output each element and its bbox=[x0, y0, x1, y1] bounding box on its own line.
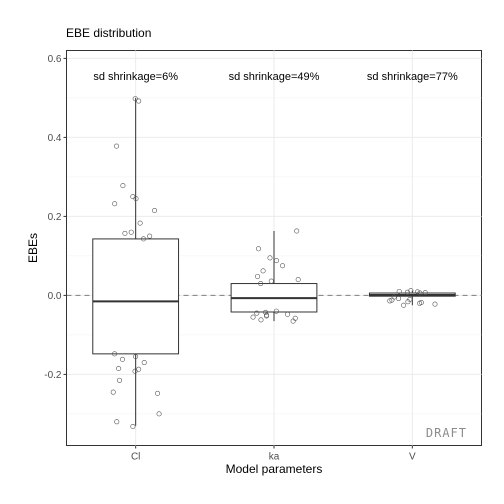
data-point bbox=[273, 308, 279, 314]
data-point bbox=[264, 313, 270, 319]
data-point bbox=[295, 277, 301, 283]
data-point bbox=[260, 268, 266, 274]
data-point bbox=[294, 228, 300, 234]
x-tick-label: Cl bbox=[131, 452, 140, 463]
draft-watermark: DRAFT bbox=[426, 426, 467, 440]
data-point bbox=[132, 368, 138, 374]
shrinkage-label: sd shrinkage=77% bbox=[367, 71, 458, 83]
data-point bbox=[422, 290, 428, 296]
x-tick-label: ka bbox=[269, 452, 280, 463]
y-tick-label: 0.6 bbox=[48, 54, 62, 65]
data-point bbox=[274, 258, 280, 264]
data-point bbox=[112, 201, 118, 207]
data-point bbox=[133, 196, 139, 202]
data-point bbox=[130, 424, 136, 430]
data-point bbox=[112, 351, 118, 357]
data-point bbox=[254, 310, 260, 316]
data-point bbox=[141, 360, 147, 366]
data-point bbox=[110, 389, 116, 395]
data-point bbox=[114, 419, 120, 425]
data-point bbox=[128, 229, 134, 235]
data-point bbox=[114, 143, 120, 149]
data-point bbox=[408, 288, 414, 294]
data-point bbox=[268, 278, 274, 284]
jittered-points bbox=[110, 96, 438, 430]
data-point bbox=[256, 246, 262, 252]
data-point bbox=[267, 255, 273, 261]
data-point bbox=[147, 233, 153, 239]
data-point bbox=[132, 96, 138, 102]
y-tick-label: 0.2 bbox=[48, 212, 62, 223]
data-point bbox=[387, 298, 393, 304]
data-point bbox=[263, 309, 269, 315]
data-point bbox=[396, 296, 402, 302]
data-point bbox=[432, 301, 438, 307]
data-point bbox=[285, 311, 291, 317]
data-point bbox=[119, 356, 125, 362]
data-point bbox=[122, 230, 128, 236]
data-point bbox=[155, 390, 161, 396]
x-axis-title: Model parameters bbox=[226, 462, 323, 476]
data-point bbox=[290, 318, 296, 324]
shrinkage-label: sd shrinkage=49% bbox=[229, 71, 320, 83]
data-point bbox=[258, 281, 264, 287]
shrinkage-label: sd shrinkage=6% bbox=[93, 71, 178, 83]
data-point bbox=[141, 236, 147, 242]
data-point bbox=[133, 354, 139, 360]
chart-title: EBE distribution bbox=[66, 26, 151, 40]
iqr-box bbox=[92, 238, 180, 355]
data-point bbox=[156, 411, 162, 417]
y-axis-title: EBEs bbox=[26, 233, 40, 263]
data-point bbox=[116, 365, 122, 371]
box-cl bbox=[92, 97, 180, 426]
y-tick-label: -0.2 bbox=[44, 370, 62, 381]
data-point bbox=[404, 289, 410, 295]
data-point bbox=[137, 220, 143, 226]
data-point bbox=[117, 377, 123, 383]
x-axis: Cl ka V bbox=[131, 445, 416, 463]
data-point bbox=[417, 300, 423, 306]
data-point bbox=[152, 207, 158, 213]
shrinkage-annotations: sd shrinkage=6% sd shrinkage=49% sd shrink… bbox=[93, 71, 458, 83]
data-point bbox=[389, 297, 395, 303]
data-point bbox=[136, 98, 142, 104]
y-axis: -0.2 0.0 0.2 0.4 0.6 bbox=[44, 54, 67, 381]
y-tick-label: 0.0 bbox=[48, 291, 62, 302]
y-tick-label: 0.4 bbox=[48, 133, 62, 144]
data-point bbox=[414, 289, 420, 295]
data-point bbox=[120, 183, 126, 189]
box-ka bbox=[230, 231, 318, 322]
data-point bbox=[255, 273, 261, 279]
data-point bbox=[258, 317, 264, 323]
data-point bbox=[405, 299, 411, 305]
boxplot-series bbox=[92, 97, 456, 426]
data-point bbox=[401, 302, 407, 308]
data-point bbox=[396, 288, 402, 294]
x-tick-label: V bbox=[409, 452, 416, 463]
data-point bbox=[417, 290, 423, 296]
data-point bbox=[280, 263, 286, 269]
data-point bbox=[250, 314, 256, 320]
